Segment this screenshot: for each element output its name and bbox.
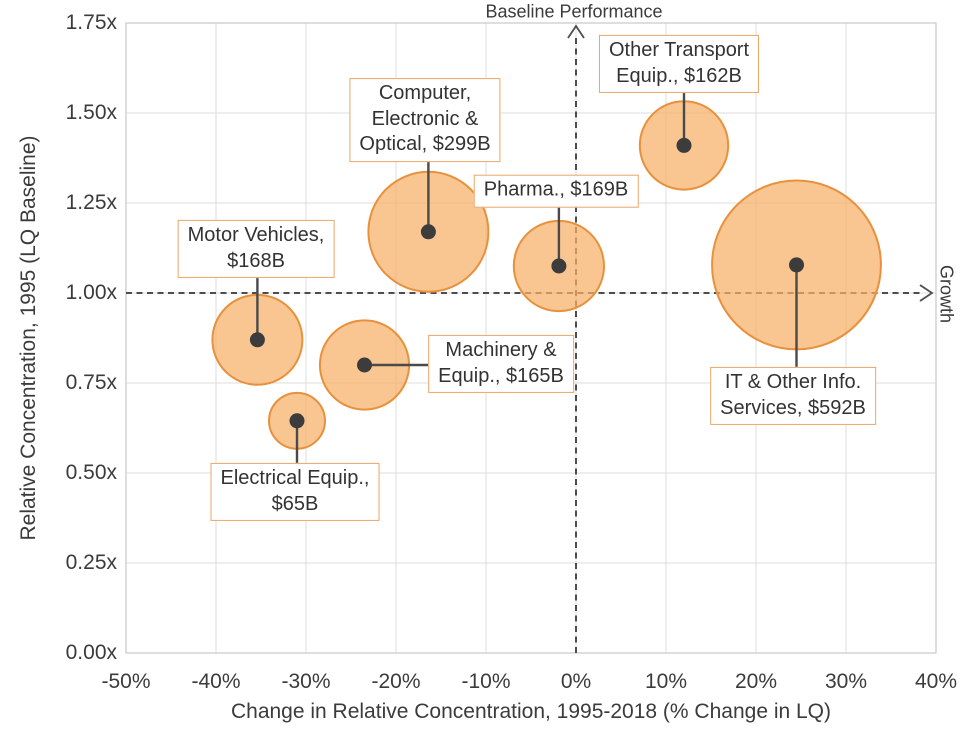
growth-annotation: Growth bbox=[936, 264, 957, 324]
x-tick-20%: 20% bbox=[734, 670, 778, 693]
label-pharma: Pharma., $169B bbox=[473, 174, 639, 208]
plot-border bbox=[125, 22, 937, 654]
label-electrical-equip: Electrical Equip., $65B bbox=[210, 462, 380, 522]
x-tick--30%: -30% bbox=[281, 670, 331, 693]
x-tick--40%: -40% bbox=[191, 670, 241, 693]
y-tick-0.50x: 0.50x bbox=[65, 461, 117, 484]
y-tick-1.00x: 1.00x bbox=[65, 281, 117, 304]
label-other-transport-equip: Other Transport Equip., $162B bbox=[598, 34, 760, 94]
growth-arrowhead bbox=[919, 284, 934, 302]
y-tick-0.75x: 0.75x bbox=[65, 371, 117, 394]
dot-other-transport-equip bbox=[676, 137, 692, 153]
label-computer-electronic-optical: Computer, Electronic & Optical, $299B bbox=[349, 78, 501, 162]
label-it-other-info-services: IT & Other Info. Services, $592B bbox=[710, 366, 876, 426]
dot-pharma bbox=[551, 258, 567, 274]
y-axis-title: Relative Concentration, 1995 (LQ Baselin… bbox=[17, 135, 40, 541]
x-axis-title: Change in Relative Concentration, 1995-2… bbox=[230, 700, 832, 723]
x-tick--50%: -50% bbox=[101, 670, 151, 693]
x-tick-40%: 40% bbox=[914, 670, 958, 693]
x-tick--20%: -20% bbox=[371, 670, 421, 693]
x-tick--10%: -10% bbox=[461, 670, 511, 693]
y-tick-0.25x: 0.25x bbox=[65, 551, 117, 574]
y-tick-1.50x: 1.50x bbox=[65, 101, 117, 124]
x-tick-10%: 10% bbox=[644, 670, 688, 693]
label-machinery-equip: Machinery & Equip., $165B bbox=[428, 334, 574, 394]
dot-it-other-info-services bbox=[789, 257, 804, 273]
y-tick-1.75x: 1.75x bbox=[65, 11, 117, 34]
dot-machinery-equip bbox=[357, 357, 372, 373]
label-motor-vehicles: Motor Vehicles, $168B bbox=[177, 219, 335, 279]
dot-computer-electronic-optical bbox=[420, 224, 436, 240]
baseline-arrowhead bbox=[567, 24, 585, 39]
y-tick-1.25x: 1.25x bbox=[65, 191, 117, 214]
x-tick-30%: 30% bbox=[824, 670, 868, 693]
y-tick-0.00x: 0.00x bbox=[65, 641, 117, 664]
x-tick-0%: 0% bbox=[560, 670, 592, 693]
baseline-performance-annotation: Baseline Performance bbox=[485, 1, 663, 22]
dot-electrical-equip bbox=[289, 413, 305, 429]
dot-motor-vehicles bbox=[249, 332, 265, 348]
